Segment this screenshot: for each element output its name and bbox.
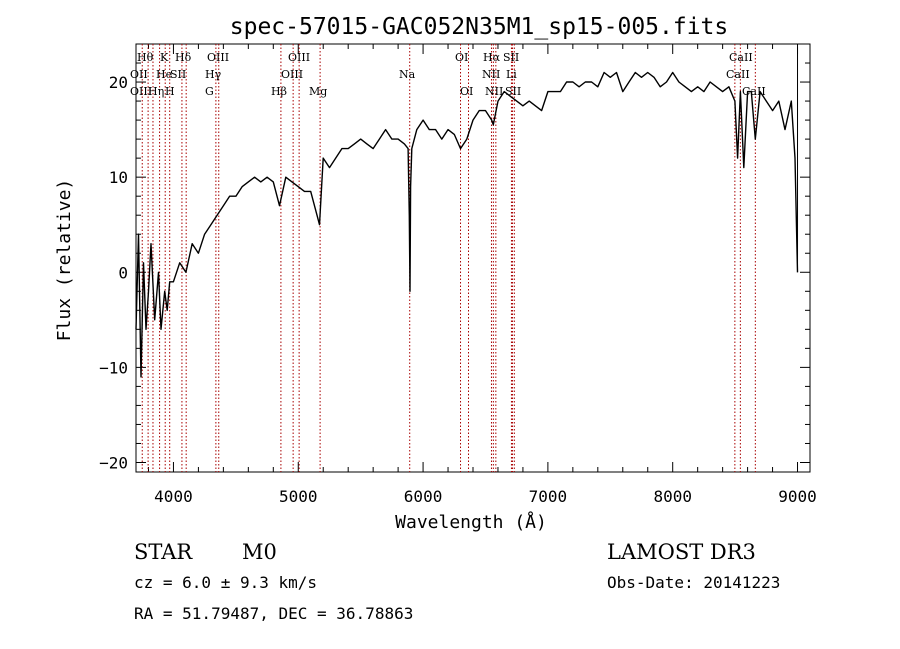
y-tick-label: 10 (109, 168, 128, 187)
y-tick-label: −20 (99, 453, 128, 472)
spectral-line-label: Hθ (137, 51, 154, 64)
spectral-line-label: Hγ (205, 68, 222, 81)
y-tick-label: 20 (109, 73, 128, 92)
object-class: STAR (134, 540, 193, 564)
chart-title: spec-57015-GAC052N35M1_sp15-005.fits (230, 14, 729, 40)
spectral-line-label: Hα (483, 51, 501, 64)
spectral-line-label: OIII (281, 68, 303, 81)
x-tick-label: 7000 (529, 487, 568, 506)
spectral-line-label: NII (482, 68, 500, 81)
x-tick-label: 6000 (404, 487, 443, 506)
spectral-line-label: CaII (742, 85, 766, 98)
spectral-line-label: He (156, 68, 172, 81)
spectral-line-label: CaII (726, 68, 750, 81)
spectral-line-label: OII (130, 68, 148, 81)
spectral-line-label: Hδ (175, 51, 192, 64)
spectral-line-label: SII (505, 85, 521, 98)
y-tick-label: −10 (99, 358, 128, 377)
x-tick-label: 5000 (279, 487, 318, 506)
x-tick-label: 8000 (653, 487, 692, 506)
spectral-line-label: G (205, 85, 214, 98)
flux-series-line (135, 71, 799, 378)
spectral-line-label: Na (399, 68, 416, 81)
x-axis-label: Wavelength (Å) (395, 511, 547, 533)
spectral-line-label: H (165, 85, 175, 98)
spectral-line-label: NII (485, 85, 503, 98)
redshift-value: cz = 6.0 ± 9.3 km/s (134, 573, 317, 592)
plot-area: 4000 5000 6000 7000 8000 9000 −20 −10 0 10 20 Hθ K Hδ… (99, 43, 817, 506)
spectral-line-label: CaII (729, 51, 753, 64)
y-tick-label: 0 (118, 263, 128, 282)
spectral-line-label: SII (170, 68, 186, 81)
subclass: M0 (242, 540, 277, 564)
spectral-line-label: Hβ (271, 85, 287, 98)
spectral-line-label: Hη (148, 85, 164, 98)
x-tick-label: 4000 (154, 487, 193, 506)
coordinates: RA = 51.79487, DEC = 36.78863 (134, 604, 413, 623)
obs-date: Obs-Date: 20141223 (607, 573, 780, 592)
spectral-line-label: OI (460, 85, 473, 98)
survey-name: LAMOST DR3 (607, 540, 756, 564)
spectral-line-label: OIII (288, 51, 310, 64)
spectral-line-label: OI (455, 51, 468, 64)
spectral-line-label: OIII (207, 51, 229, 64)
plot-frame (135, 43, 811, 473)
spectral-line-label: SII (503, 51, 519, 64)
spectral-line-label: OIII (130, 85, 152, 98)
x-tick-label: 9000 (778, 487, 817, 506)
spectral-line-label: K (160, 51, 169, 64)
y-axis-label: Flux (relative) (54, 179, 75, 342)
spectral-line-label: Mg (309, 85, 327, 98)
spectral-line-label: Li (506, 68, 517, 81)
